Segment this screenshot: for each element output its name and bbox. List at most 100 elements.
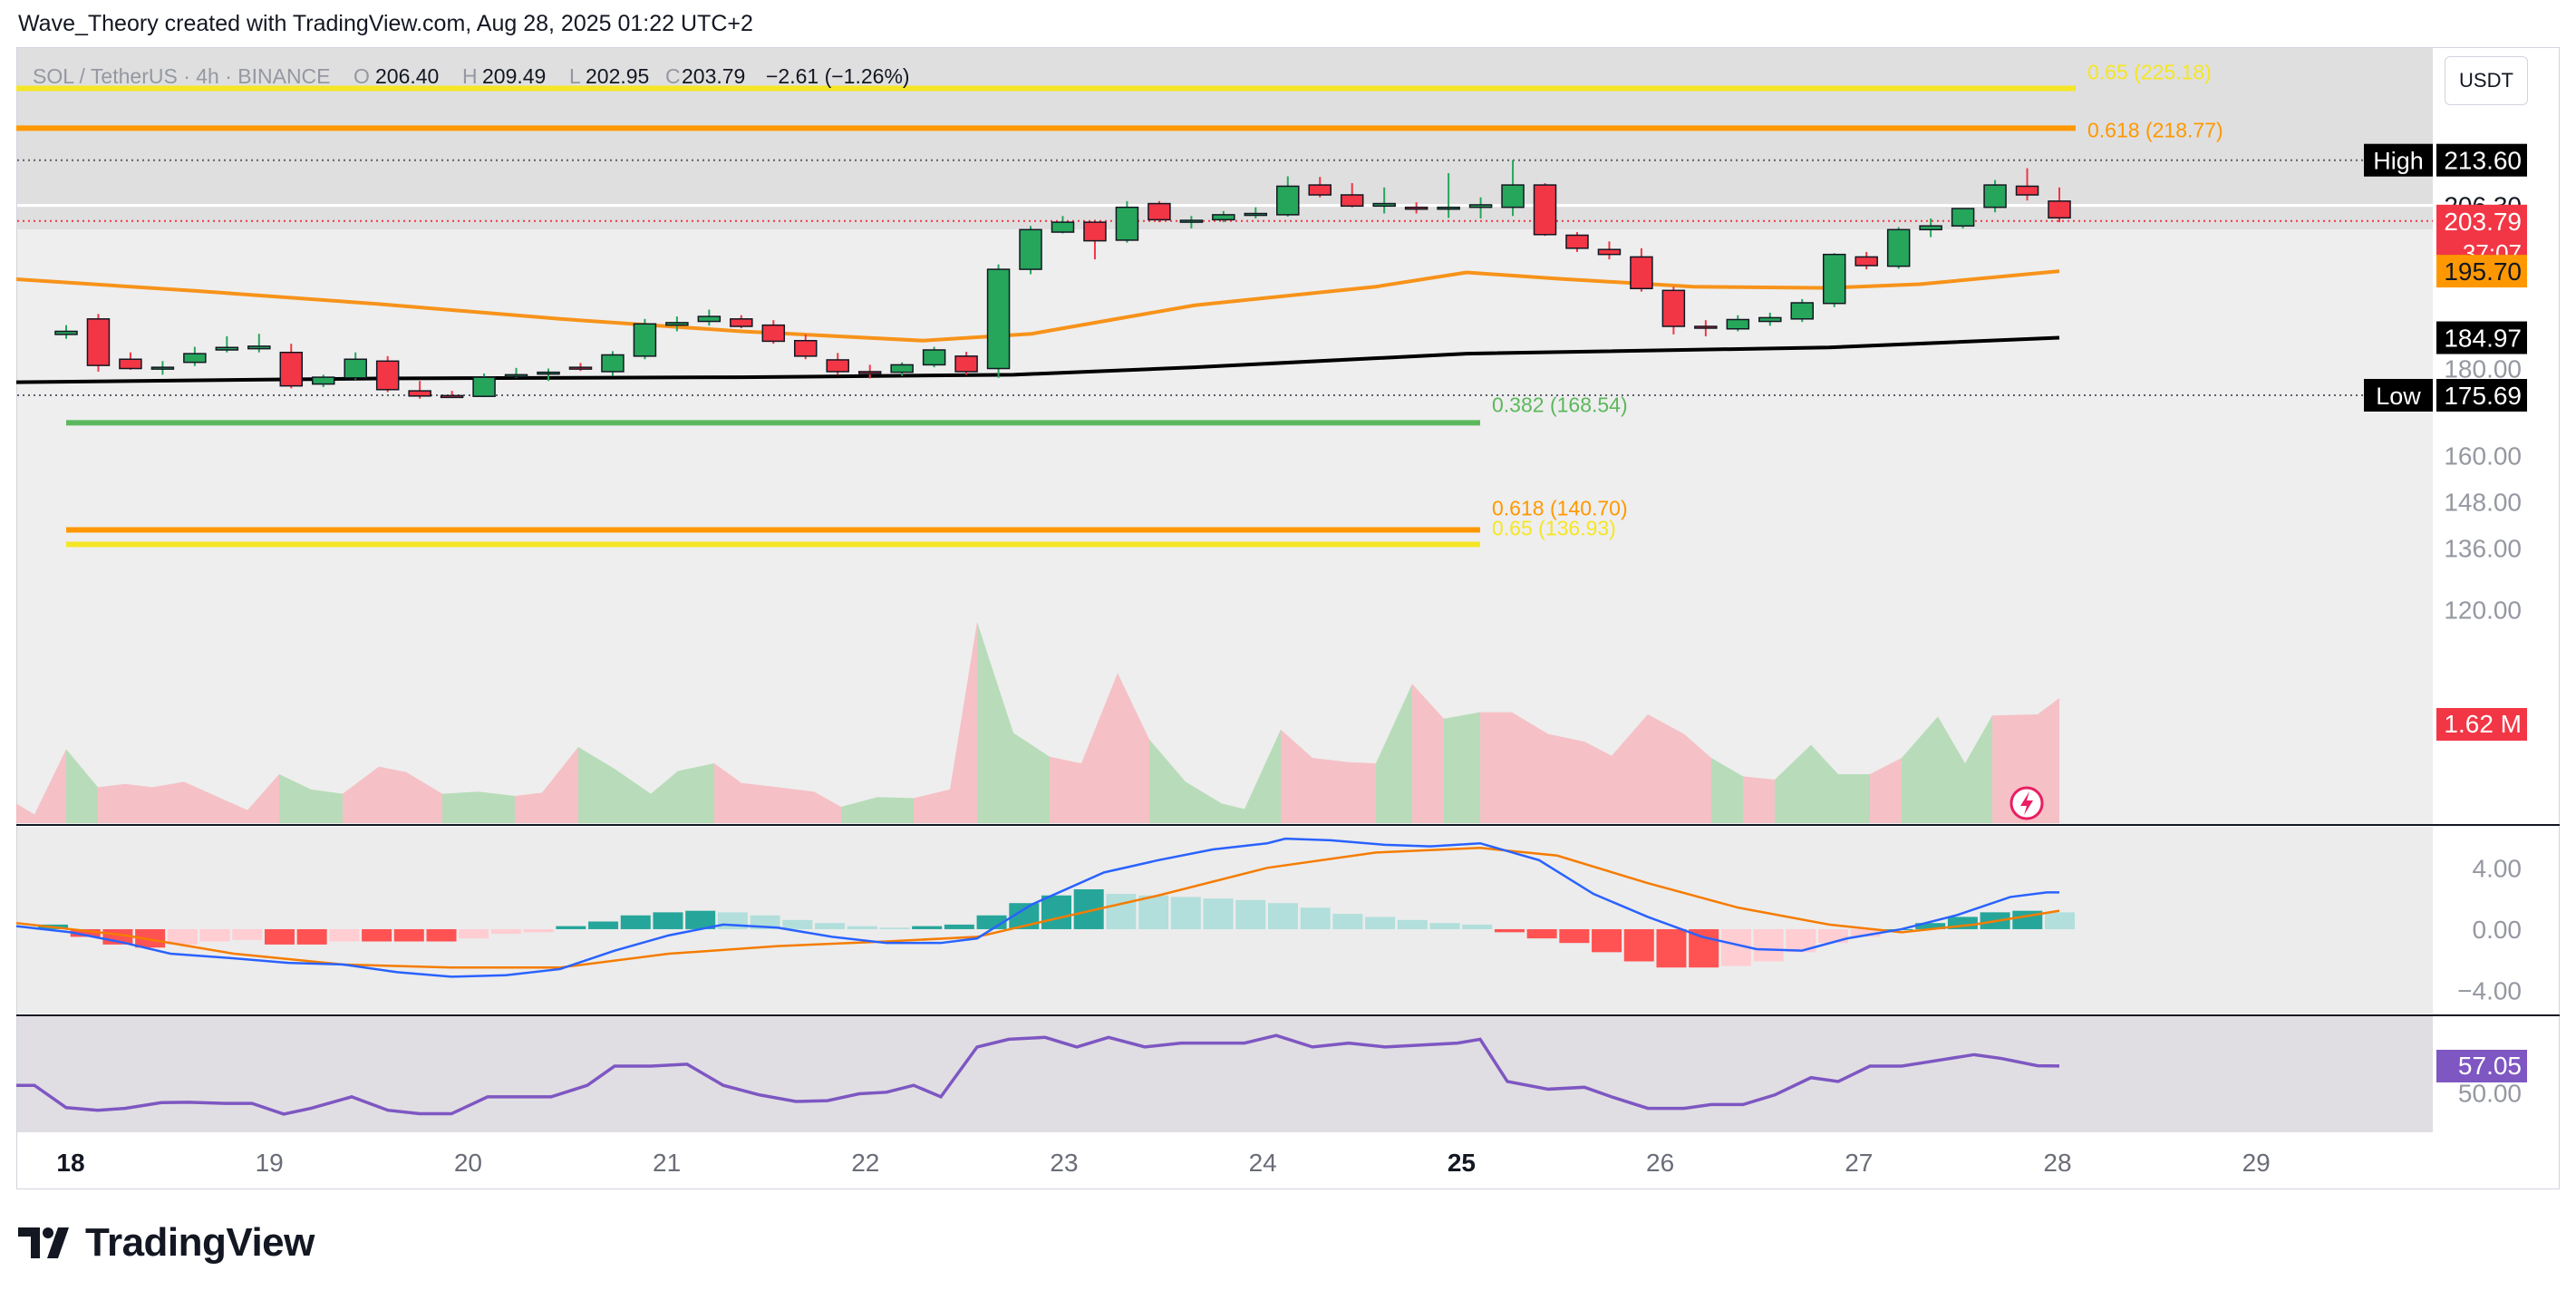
macd-histogram-bar — [556, 926, 586, 929]
y-axis-tick: 180.00 — [2444, 355, 2522, 383]
candle — [1694, 320, 1718, 336]
volume-area — [1743, 776, 1775, 823]
tradingview-logo[interactable]: TradingView — [18, 1220, 315, 1266]
volume-area — [1838, 774, 1870, 823]
macd-histogram-bar — [1689, 928, 1719, 968]
macd-histogram-bar — [879, 927, 910, 929]
volume-area — [977, 622, 1013, 823]
candle — [408, 381, 431, 399]
alert-icon[interactable] — [2009, 786, 2044, 820]
ohlc-high-label: H — [462, 64, 478, 88]
candle — [922, 346, 946, 368]
volume-area — [1548, 733, 1584, 823]
candle — [1468, 197, 1493, 218]
volume-area — [515, 792, 542, 823]
volume-area — [379, 766, 406, 823]
candle-body — [2015, 185, 2039, 196]
symbol-name[interactable]: SOL / TetherUS · 4h · BINANCE — [33, 64, 331, 88]
macd-histogram-bar — [685, 910, 716, 929]
candle — [247, 334, 271, 353]
volume-area — [1902, 716, 1938, 823]
candle-body — [1758, 316, 1782, 323]
candle — [1148, 200, 1171, 223]
candle — [54, 325, 78, 339]
volume-area — [1775, 744, 1811, 823]
ohlc-open-label: O — [353, 64, 370, 88]
candle — [537, 368, 560, 382]
candle — [1790, 298, 1815, 323]
candle-body — [1051, 221, 1075, 233]
y-axis-tick: 136.00 — [2444, 534, 2522, 562]
ohlc-low-label: L — [569, 64, 581, 88]
fib-label: 0.618 (140.70) — [1492, 497, 1628, 520]
candle-body — [408, 390, 431, 397]
x-axis-tick: 26 — [1646, 1149, 1674, 1177]
macd-histogram-bar — [362, 928, 392, 942]
candle-body — [665, 322, 689, 326]
candle-body — [1212, 214, 1235, 221]
candle-body — [1886, 228, 1911, 267]
rsi-label: 57.05 — [2458, 1052, 2522, 1080]
volume-area — [1965, 715, 1992, 823]
candle-body — [1983, 184, 2007, 209]
macd-histogram-bar — [588, 921, 619, 929]
volume-area — [1811, 744, 1838, 823]
x-axis-tick: 28 — [2043, 1149, 2071, 1177]
candle — [857, 364, 882, 379]
macd-axis-tick: 4.00 — [2473, 854, 2523, 882]
x-axis-tick: 27 — [1845, 1149, 1873, 1177]
candle — [1886, 227, 1911, 269]
candle-body — [504, 374, 528, 378]
candle-body — [344, 358, 367, 379]
price-labels: 213.60High206.30203.7937:07195.70184.971… — [2364, 143, 2527, 1082]
volume-area — [615, 769, 651, 823]
ema50-line — [15, 269, 2060, 343]
macd-histogram-bar — [523, 928, 554, 933]
candle — [150, 361, 175, 375]
x-axis-tick: 21 — [653, 1149, 681, 1177]
volume-area — [741, 782, 778, 823]
candle-body — [1276, 185, 1300, 216]
candle-body — [440, 394, 464, 399]
candle — [119, 352, 142, 370]
candle-body — [247, 345, 271, 350]
volume-area — [714, 763, 741, 823]
chart-area[interactable] — [16, 47, 2560, 1189]
candle-body — [1179, 219, 1204, 223]
candle — [1179, 216, 1204, 228]
macd-axis-tick: 0.00 — [2473, 916, 2523, 944]
volume-area — [216, 796, 247, 823]
macd-histogram-bar — [1106, 894, 1137, 929]
macd-line — [15, 837, 2059, 978]
macd-histogram-bar — [1753, 928, 1784, 962]
macd-histogram-bar — [329, 928, 360, 942]
candle-body — [150, 366, 175, 370]
candle-body — [1822, 253, 1846, 305]
macd-histogram-bar — [1203, 898, 1234, 929]
price-label-value: 175.69 — [2444, 382, 2522, 410]
candle-body — [1372, 202, 1396, 208]
volume-area — [1412, 684, 1444, 823]
volume-area — [1711, 758, 1743, 823]
candle-body — [279, 351, 304, 387]
macd-histogram-bar — [1559, 928, 1590, 944]
fib-label: 0.382 (168.54) — [1492, 393, 1628, 416]
volume-area — [651, 771, 678, 823]
x-axis-tick: 29 — [2242, 1149, 2271, 1177]
volume-area — [2038, 698, 2059, 823]
candlesticks[interactable] — [54, 160, 2071, 399]
macd-histogram-bar — [1818, 928, 1849, 944]
candle-body — [730, 318, 753, 327]
macd-histogram-bar — [2045, 912, 2075, 929]
candle — [1276, 176, 1300, 217]
currency-selector[interactable]: USDT — [2445, 56, 2528, 105]
macd-histogram-bar — [232, 928, 263, 940]
price-label-kind-bg — [2364, 143, 2433, 177]
macd-histogram-bar — [1592, 928, 1622, 953]
candle — [1083, 219, 1107, 260]
x-axis-tick: 25 — [1448, 1149, 1476, 1177]
candle-body — [537, 371, 560, 375]
candle — [1919, 218, 1942, 238]
macd-histogram-bar — [1462, 924, 1493, 929]
